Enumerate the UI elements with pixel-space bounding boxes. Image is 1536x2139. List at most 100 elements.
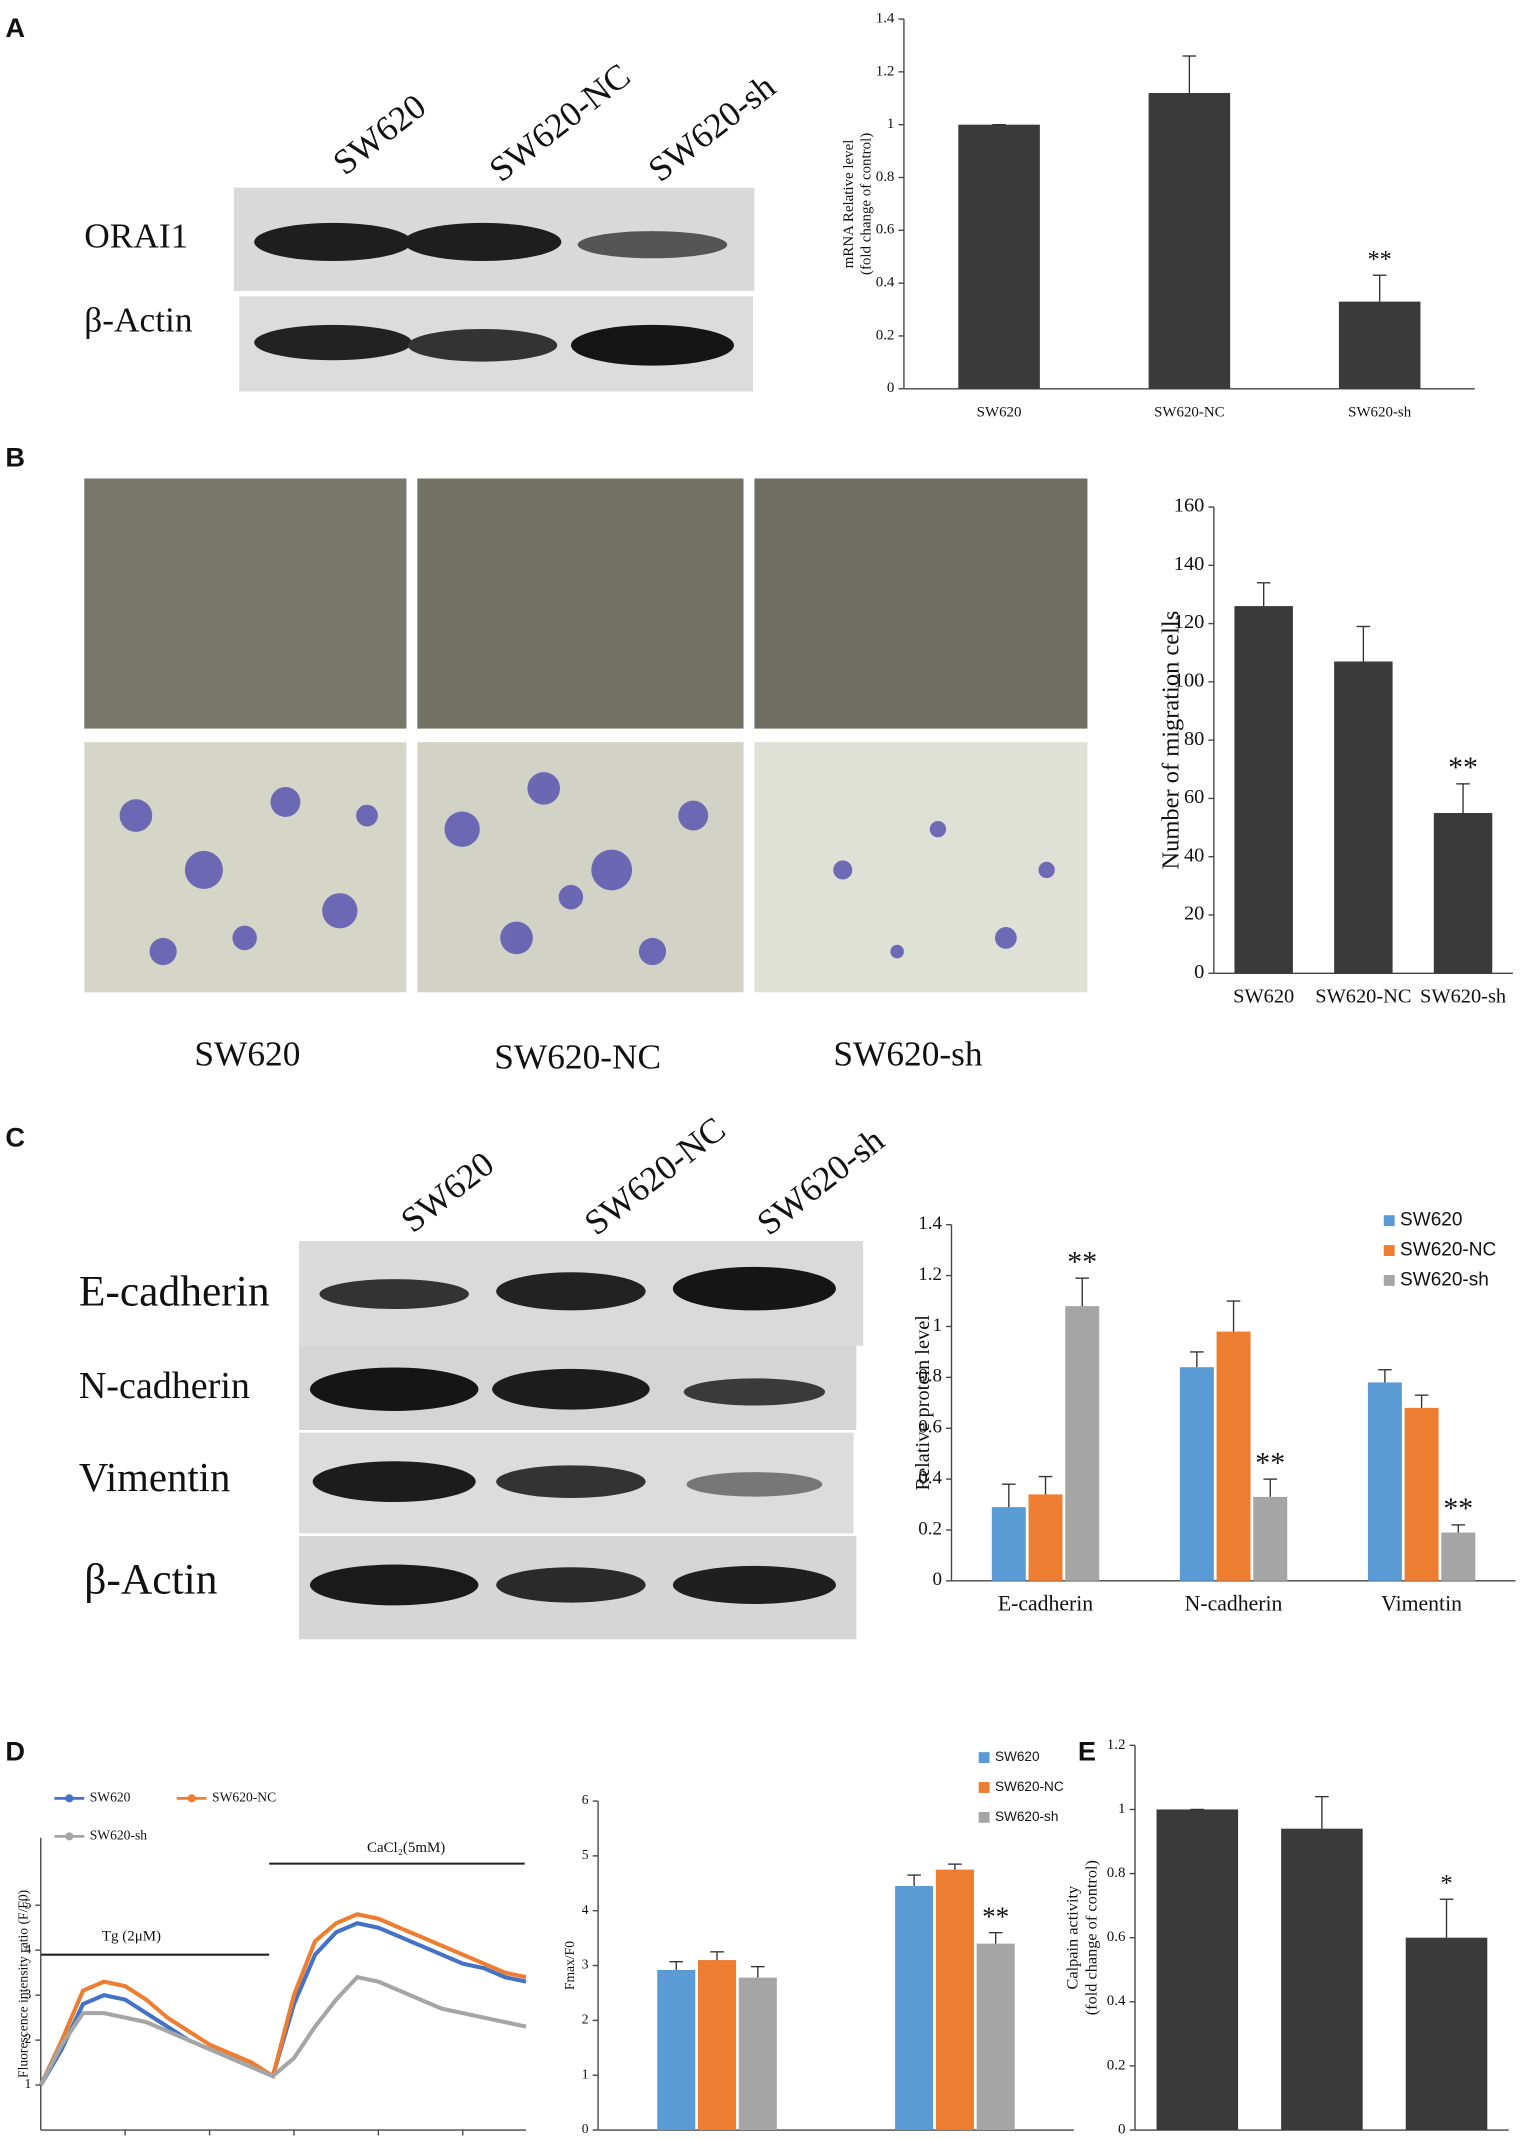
significance: **: [1448, 751, 1478, 784]
y-tick-label: 0.2: [876, 327, 895, 343]
y-tick-label: 1: [24, 2076, 31, 2091]
lane-label: SW620-NC: [577, 1109, 732, 1242]
annotation: CaCl₂(5mM): [367, 1840, 445, 1856]
y-tick-label: 140: [1174, 553, 1205, 575]
line: [38, 1912, 527, 2086]
annotation: Tg (2μM): [102, 1928, 161, 1944]
bar: [1028, 1494, 1063, 1581]
bar: [976, 1943, 1015, 2131]
bar: [657, 1969, 696, 2131]
lane-label: SW620: [394, 1144, 502, 1240]
y-tick-label: 3: [582, 1957, 589, 1972]
blot-row-label: β-Actin: [84, 301, 193, 340]
y-tick-label: 2: [24, 2031, 31, 2046]
lane-label: SW620-sh: [750, 1120, 892, 1243]
western-blot: [233, 187, 755, 392]
lane-label: SW620-sh: [641, 67, 783, 190]
y-axis-label: Number of migration cells: [1158, 611, 1185, 870]
bar: [738, 1977, 777, 2131]
blot-row-label: E-cadherin: [79, 1267, 270, 1315]
x-tick-label: E-cadherin: [998, 1591, 1093, 1615]
line: [38, 1974, 527, 2086]
y-axis-label: Fmax/F0: [562, 1941, 577, 1990]
y-tick-label: 0.4: [1107, 1993, 1126, 2009]
significance: **: [1367, 246, 1391, 273]
legend-label: SW620-NC: [1400, 1240, 1496, 1261]
bar: [1156, 1809, 1239, 2131]
legend-swatch: [1383, 1275, 1395, 1286]
x-tick-label: 800: [368, 2137, 389, 2139]
y-tick-label: 0.4: [876, 275, 895, 291]
lane-label: SW620: [326, 87, 434, 183]
panel-letter: A: [5, 12, 25, 43]
bar: [1216, 1331, 1251, 1581]
blot-row-label: N-cadherin: [79, 1365, 250, 1407]
y-tick-label: 0.6: [876, 222, 895, 238]
bar: [1148, 92, 1231, 389]
bar: [958, 124, 1040, 389]
y-tick-label: 1: [582, 2066, 589, 2081]
panel-letter: B: [5, 442, 25, 473]
y-tick-label: 0.8: [918, 1366, 942, 1387]
y-tick-label: 2: [582, 2011, 589, 2026]
x-tick-label: SW620: [1233, 985, 1294, 1007]
y-tick-label: 0: [1118, 2121, 1125, 2137]
significance: **: [1255, 1446, 1285, 1479]
bar: [1433, 812, 1493, 974]
x-tick-label: Vimentin: [1381, 1591, 1462, 1615]
bar: [1234, 606, 1293, 974]
y-tick-label: 1: [1118, 1801, 1125, 1817]
bar: [1441, 1532, 1476, 1581]
micrographs: [84, 478, 1088, 993]
bar: [697, 1960, 737, 2131]
legend-label: SW620-NC: [995, 1779, 1064, 1794]
bar: [1281, 1828, 1363, 2131]
y-tick-label: 100: [1174, 670, 1205, 692]
y-tick-label: 0.8: [1107, 1865, 1126, 1881]
legend-label: SW620: [995, 1749, 1040, 1764]
y-axis-label: Relative protein level: [912, 1315, 934, 1491]
y-tick-label: 1.2: [876, 63, 895, 79]
y-tick-label: 1: [932, 1315, 942, 1336]
bar: [1404, 1407, 1439, 1581]
y-tick-label: 60: [1184, 786, 1204, 808]
y-tick-label: 1: [887, 116, 894, 132]
bar: [1405, 1937, 1488, 2131]
legend-swatch: [978, 1782, 990, 1793]
x-tick-label: N-cadherin: [1185, 1591, 1283, 1615]
x-tick-label: SW620-NC: [1154, 405, 1225, 421]
y-axis-label: (fold change of control): [1082, 1860, 1101, 2015]
significance: **: [1067, 1245, 1097, 1278]
blot-row-label: ORAI1: [84, 216, 188, 255]
image-label: SW620-NC: [494, 1037, 661, 1076]
panel-letter: C: [5, 1121, 25, 1152]
western-blot: [299, 1241, 864, 1640]
y-tick-label: 4: [582, 1902, 589, 1917]
x-tick-label: SW620-sh: [1348, 405, 1412, 421]
legend-marker: [65, 1794, 74, 1803]
x-tick-label: SW620: [977, 405, 1022, 421]
y-tick-label: 0.4: [918, 1467, 942, 1488]
y-tick-label: 0.6: [1107, 1929, 1126, 1945]
y-tick-label: 40: [1184, 844, 1204, 866]
significance: **: [1443, 1492, 1473, 1525]
y-tick-label: 0: [1194, 961, 1204, 983]
y-tick-label: 0.2: [918, 1518, 942, 1539]
legend-label: SW620-sh: [1400, 1269, 1489, 1290]
x-tick-label: SW620-sh: [1420, 985, 1506, 1007]
legend-label: SW620-sh: [90, 1828, 148, 1843]
bar: [935, 1869, 974, 2131]
legend-swatch: [978, 1811, 990, 1823]
legend-marker: [65, 1832, 74, 1841]
legend-label: SW620-sh: [995, 1809, 1058, 1824]
blot-row-label: β-Actin: [84, 1556, 217, 1604]
bar: [1253, 1496, 1288, 1581]
y-axis-label: mRNA Relative level: [841, 140, 857, 269]
x-tick-label: 400: [199, 2137, 220, 2139]
bar: [1065, 1306, 1100, 1581]
y-tick-label: 160: [1174, 495, 1205, 517]
legend-label: SW620: [90, 1789, 131, 1804]
y-tick-label: 5: [24, 1896, 31, 1911]
y-axis-label: (fold change of control): [859, 133, 875, 275]
